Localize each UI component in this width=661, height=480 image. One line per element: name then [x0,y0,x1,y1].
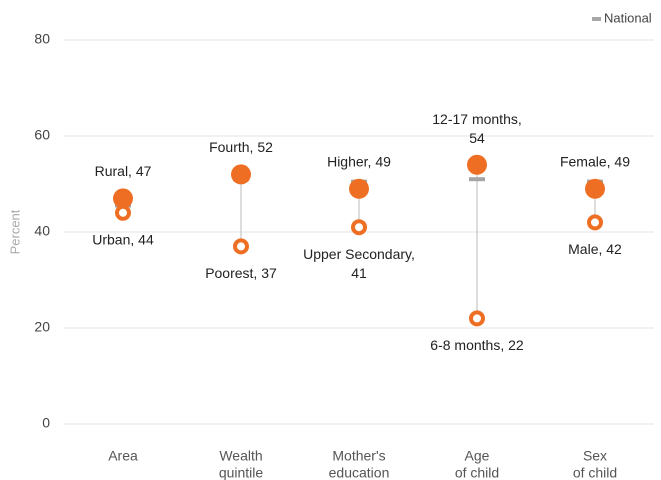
high-marker [349,178,369,199]
national-marker [469,177,485,182]
high-marker [113,188,133,209]
data-label: Upper Secondary, 41 [303,246,415,281]
high-marker [467,154,487,175]
data-label: Rural, 47 [95,163,152,179]
y-tick-label: 60 [34,127,50,143]
y-axis-label: Percent [7,209,22,254]
x-tick-label: Age [465,448,490,464]
legend-label: National [604,10,652,25]
x-tick-label: of child [455,465,499,480]
low-marker [233,238,249,255]
x-tick-label: of child [573,465,617,480]
low-marker [587,214,603,231]
high-marker [585,178,605,199]
x-tick-label: Area [108,448,138,464]
data-label: 12-17 months, 54 [432,111,522,146]
legend-swatch [592,17,601,21]
data-label: Higher, 49 [327,154,391,170]
low-marker [115,204,131,221]
x-tick-label: Sex [583,448,607,464]
y-tick-label: 0 [42,415,50,431]
x-tick-label: Mother's [332,448,385,464]
low-marker [469,310,485,327]
x-tick-label: Wealth [219,448,262,464]
data-label: Urban, 44 [92,232,154,248]
high-marker [231,164,251,185]
data-label: Poorest, 37 [205,265,277,281]
x-tick-label: education [329,465,390,480]
data-label: Female, 49 [560,154,630,170]
x-tick-label: quintile [219,465,264,480]
low-marker [351,219,367,236]
y-tick-label: 80 [34,31,50,47]
y-tick-label: 20 [34,319,50,335]
data-label: Fourth, 52 [209,139,273,155]
data-label: 6-8 months, 22 [430,337,524,353]
data-label: Male, 42 [568,241,622,257]
y-tick-label: 40 [34,223,50,239]
